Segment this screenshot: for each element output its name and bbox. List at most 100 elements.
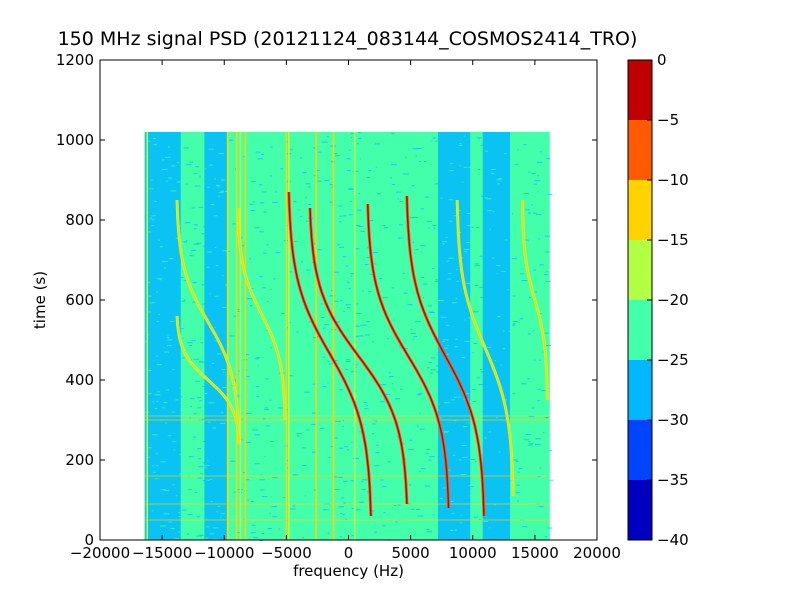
noise-speckle bbox=[528, 441, 531, 443]
noise-speckle bbox=[167, 177, 173, 179]
noise-speckle bbox=[532, 212, 537, 214]
noise-speckle bbox=[351, 371, 357, 373]
noise-speckle bbox=[260, 474, 262, 476]
noise-speckle bbox=[457, 396, 461, 398]
noise-speckle bbox=[292, 474, 299, 476]
noise-speckle bbox=[460, 514, 462, 516]
noise-speckle bbox=[472, 352, 474, 354]
noise-speckle bbox=[470, 466, 476, 468]
noise-speckle bbox=[346, 158, 351, 160]
noise-speckle bbox=[545, 280, 551, 282]
noise-speckle bbox=[434, 280, 439, 282]
noise-speckle bbox=[219, 516, 222, 518]
noise-speckle bbox=[445, 432, 448, 434]
noise-speckle bbox=[214, 340, 218, 342]
noise-speckle bbox=[185, 183, 188, 185]
noise-speckle bbox=[331, 186, 333, 188]
noise-speckle bbox=[483, 520, 489, 522]
noise-speckle bbox=[539, 313, 542, 315]
noise-speckle bbox=[391, 383, 394, 385]
noise-speckle bbox=[473, 342, 478, 344]
noise-speckle bbox=[527, 212, 531, 214]
noise-speckle bbox=[459, 143, 462, 145]
x-axis-label: frequency (Hz) bbox=[293, 562, 404, 580]
noise-speckle bbox=[175, 399, 179, 401]
noise-speckle bbox=[207, 251, 212, 253]
noise-speckle bbox=[217, 538, 219, 540]
noise-speckle bbox=[190, 359, 193, 361]
noise-speckle bbox=[208, 148, 214, 150]
noise-speckle bbox=[163, 351, 170, 353]
noise-speckle bbox=[349, 188, 355, 190]
noise-speckle bbox=[389, 177, 393, 179]
noise-speckle bbox=[377, 193, 381, 195]
noise-speckle bbox=[416, 147, 422, 149]
noise-speckle bbox=[147, 295, 152, 297]
noise-speckle bbox=[356, 143, 360, 145]
noise-speckle bbox=[533, 359, 536, 361]
noise-speckle bbox=[324, 179, 330, 181]
noise-speckle bbox=[467, 422, 470, 424]
noise-speckle bbox=[257, 365, 259, 367]
noise-speckle bbox=[539, 467, 542, 469]
noise-speckle bbox=[318, 177, 320, 179]
noise-speckle bbox=[475, 460, 477, 462]
noise-speckle bbox=[345, 304, 352, 306]
noise-speckle bbox=[525, 209, 531, 211]
noise-speckle bbox=[315, 169, 320, 171]
noise-speckle bbox=[356, 225, 360, 227]
noise-speckle bbox=[358, 193, 360, 195]
noise-speckle bbox=[148, 311, 151, 313]
noise-speckle bbox=[152, 401, 155, 403]
noise-speckle bbox=[512, 459, 519, 461]
noise-speckle bbox=[308, 204, 312, 206]
noise-speckle bbox=[440, 316, 447, 318]
noise-speckle bbox=[161, 489, 166, 491]
noise-speckle bbox=[516, 500, 520, 502]
noise-speckle bbox=[343, 502, 347, 504]
noise-speckle bbox=[450, 162, 454, 164]
noise-speckle bbox=[395, 521, 398, 523]
noise-speckle bbox=[146, 140, 151, 142]
noise-speckle bbox=[300, 157, 302, 159]
noise-speckle bbox=[352, 170, 359, 172]
noise-speckle bbox=[269, 440, 274, 442]
noise-speckle bbox=[218, 192, 224, 194]
noise-speckle bbox=[202, 385, 208, 387]
noise-speckle bbox=[255, 151, 261, 153]
noise-speckle bbox=[479, 369, 483, 371]
noise-speckle bbox=[346, 281, 348, 283]
y-tick-label: 1200 bbox=[56, 51, 94, 69]
noise-speckle bbox=[147, 393, 152, 395]
noise-speckle bbox=[354, 390, 357, 392]
noise-speckle bbox=[419, 428, 425, 430]
noise-speckle bbox=[213, 527, 219, 529]
noise-speckle bbox=[398, 224, 404, 226]
noise-speckle bbox=[161, 159, 165, 161]
noise-speckle bbox=[154, 200, 157, 202]
noise-speckle bbox=[372, 433, 374, 435]
noise-speckle bbox=[382, 525, 386, 527]
noise-speckle bbox=[267, 527, 272, 529]
noise-speckle bbox=[522, 526, 528, 528]
noise-speckle bbox=[275, 252, 281, 254]
noise-speckle bbox=[171, 411, 176, 413]
noise-speckle bbox=[360, 230, 365, 232]
noise-speckle bbox=[191, 340, 196, 342]
noise-speckle bbox=[492, 210, 495, 212]
noise-speckle bbox=[426, 220, 433, 222]
noise-speckle bbox=[228, 250, 231, 252]
low-power-band-2 bbox=[437, 132, 471, 540]
noise-speckle bbox=[202, 462, 206, 464]
noise-speckle bbox=[216, 511, 219, 513]
noise-speckle bbox=[426, 531, 433, 533]
noise-speckle bbox=[311, 412, 317, 414]
noise-speckle bbox=[426, 529, 430, 531]
noise-speckle bbox=[458, 145, 463, 147]
noise-speckle bbox=[351, 535, 354, 537]
noise-speckle bbox=[223, 371, 225, 373]
noise-speckle bbox=[464, 319, 466, 321]
noise-speckle bbox=[305, 183, 310, 185]
noise-speckle bbox=[260, 489, 265, 491]
noise-speckle bbox=[491, 173, 495, 175]
